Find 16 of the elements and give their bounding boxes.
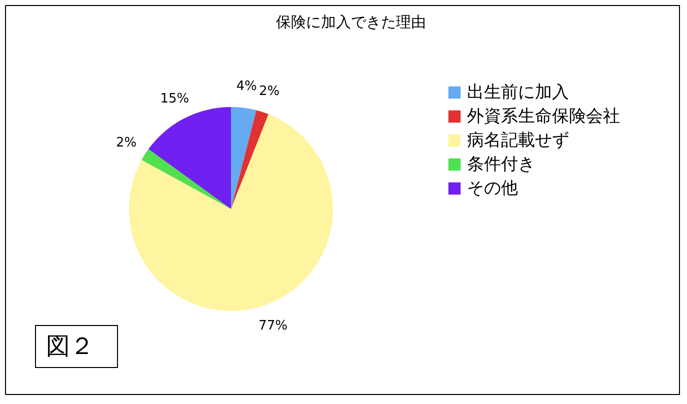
- legend-label: 条件付き: [467, 154, 535, 174]
- data-label: 2%: [116, 136, 137, 151]
- caption: 図２: [35, 325, 118, 368]
- chart-title: 保険に加入できた理由: [276, 12, 426, 31]
- pie-slice: [148, 107, 231, 209]
- pie-slice: [231, 107, 256, 209]
- legend-label: その他: [467, 178, 518, 198]
- legend-label: 病名記載せず: [467, 130, 569, 150]
- pie-slice: [231, 110, 269, 209]
- data-label: 77%: [258, 318, 288, 334]
- data-label: 15%: [160, 92, 190, 107]
- legend-label: 出生前に加入: [467, 82, 569, 102]
- legend-label: 外資系生命保険会社: [467, 106, 620, 126]
- data-label: 4%: [236, 78, 257, 94]
- pie-slice: [142, 149, 231, 209]
- data-label: 2%: [259, 84, 280, 100]
